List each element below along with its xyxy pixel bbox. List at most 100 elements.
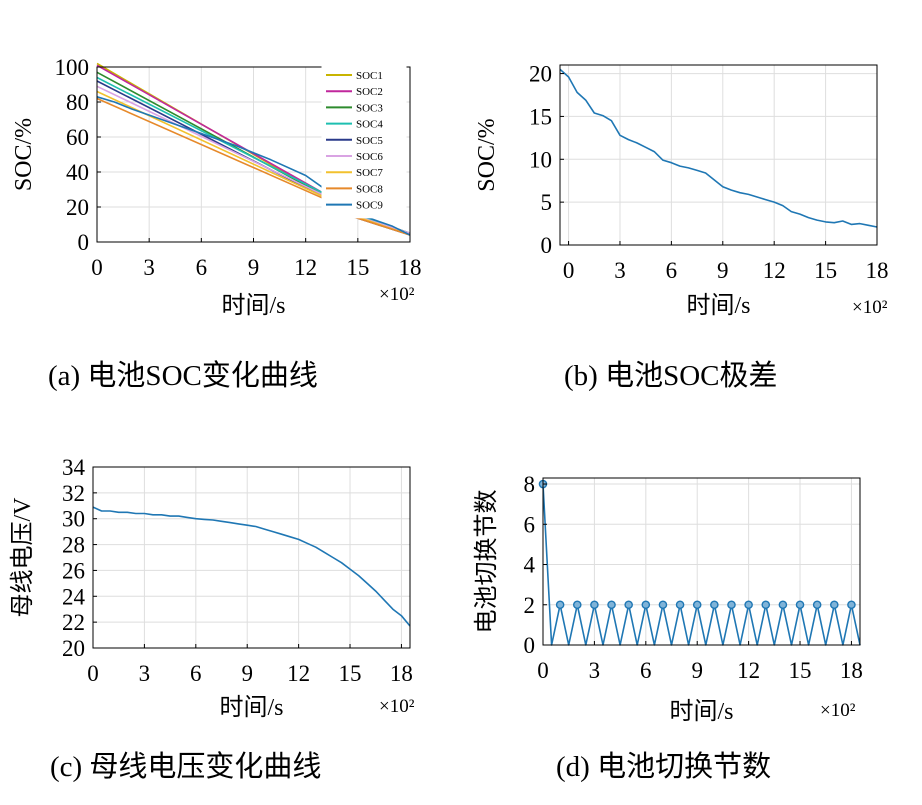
x-axis-label: 时间/s: [219, 694, 283, 721]
figure-caption: (a) 电池SOC变化曲线: [48, 359, 318, 392]
y-tick-label: 20: [66, 195, 89, 220]
x-axis-multiplier: ×10²: [379, 696, 415, 717]
x-axis-multiplier: ×10²: [379, 284, 415, 305]
x-tick-label: 18: [399, 255, 422, 280]
data-point: [744, 600, 753, 610]
x-tick-label: 18: [840, 658, 863, 683]
x-tick-label: 15: [814, 258, 837, 283]
x-tick-label: 0: [91, 255, 103, 280]
data-point: [761, 600, 771, 610]
x-tick-label: 15: [339, 661, 362, 686]
legend-entry: SOC7: [356, 167, 383, 179]
x-tick-label: 9: [248, 255, 260, 280]
x-tick-label: 3: [139, 661, 151, 686]
data-point: [778, 600, 788, 610]
x-tick-label: 12: [294, 255, 317, 280]
data-point: [675, 600, 685, 610]
y-tick-label: 15: [529, 104, 552, 129]
x-tick-label: 9: [717, 258, 729, 283]
data-point: [727, 600, 736, 610]
x-tick-label: 9: [691, 658, 703, 683]
data-point: [658, 600, 668, 610]
x-tick-label: 3: [143, 255, 155, 280]
y-axis-label: 母线电压/V: [9, 497, 36, 618]
legend-entry: SOC4: [356, 119, 383, 131]
legend: SOC1 SOC2 SOC3 SOC4 SOC5 SOC6 SOC7 SOC8 SOC9: [321, 65, 407, 219]
y-tick-label: 10: [529, 147, 552, 172]
plot-frame: [559, 64, 878, 246]
x-tick-label: 12: [287, 661, 310, 686]
legend-entry: SOC3: [356, 102, 383, 114]
data-point: [710, 600, 719, 610]
legend-entry: SOC8: [356, 183, 383, 195]
y-tick-label: 80: [66, 90, 89, 115]
legend-entry: SOC1: [356, 70, 383, 82]
x-tick-label: 6: [666, 258, 678, 283]
data-point: [829, 600, 839, 610]
x-tick-label: 6: [190, 661, 202, 686]
chart-panel-d: 0 3 6 9 12 15 18 0 2 4 6 8 时间/s 电池切换节数 ×10² (d) 电池切换节数: [473, 472, 863, 783]
x-axis-multiplier: ×10²: [820, 700, 856, 721]
y-tick-label: 0: [78, 230, 90, 255]
data-point: [847, 600, 856, 610]
x-tick-label: 9: [241, 661, 253, 686]
legend-entry: SOC2: [356, 86, 383, 98]
legend-entry: SOC5: [356, 135, 383, 147]
x-tick-label: 15: [346, 255, 369, 280]
x-tick-label: 15: [789, 658, 812, 683]
y-tick-label: 22: [62, 610, 85, 635]
series-line: [559, 68, 878, 228]
figure-caption: (b) 电池SOC极差: [564, 359, 777, 392]
chart-panel-b: 0 3 6 9 12 15 18 0 5 10 15 20 时间/s SOC/% ×10² (b) 电池SOC…: [474, 62, 889, 392]
x-axis-label: 时间/s: [221, 292, 285, 319]
y-tick-label: 0: [541, 233, 553, 258]
x-axis-label: 时间/s: [686, 292, 750, 319]
y-tick-label: 8: [524, 472, 536, 497]
legend-entry: SOC9: [356, 200, 383, 212]
y-tick-label: 60: [66, 125, 89, 150]
y-tick-label: 34: [62, 455, 86, 480]
data-point: [812, 600, 822, 610]
x-tick-label: 0: [87, 661, 99, 686]
y-tick-label: 20: [529, 62, 552, 87]
y-axis-label: SOC/%: [474, 118, 500, 191]
x-tick-label: 0: [537, 658, 549, 683]
series-line: [542, 483, 861, 646]
x-tick-label: 12: [737, 658, 760, 683]
y-tick-label: 100: [55, 55, 90, 80]
figure-caption: (c) 母线电压变化曲线: [50, 750, 321, 783]
x-tick-label: 12: [763, 258, 786, 283]
y-tick-label: 20: [62, 636, 85, 661]
x-tick-label: 18: [866, 258, 889, 283]
x-tick-label: 18: [390, 661, 413, 686]
data-point: [590, 600, 599, 610]
x-tick-label: 3: [614, 258, 626, 283]
y-tick-label: 6: [524, 512, 536, 537]
y-tick-label: 5: [541, 190, 553, 215]
data-point: [572, 600, 582, 610]
y-axis-label: SOC/%: [11, 118, 37, 191]
figure-caption: (d) 电池切换节数: [556, 750, 771, 783]
y-tick-label: 26: [62, 558, 85, 583]
y-tick-label: 24: [62, 584, 86, 609]
plot-frame: [92, 466, 411, 649]
plot-frame: [542, 477, 861, 646]
data-point: [555, 600, 565, 610]
x-axis-label: 时间/s: [669, 698, 733, 725]
y-tick-label: 30: [62, 507, 85, 532]
series-line: [92, 506, 411, 627]
data-point: [624, 600, 633, 610]
x-axis-multiplier: ×10²: [852, 297, 888, 318]
data-point: [641, 600, 651, 610]
data-point: [795, 600, 805, 610]
x-tick-label: 6: [196, 255, 208, 280]
x-tick-label: 0: [563, 258, 575, 283]
y-tick-label: 28: [62, 533, 85, 558]
y-tick-label: 4: [524, 553, 536, 578]
chart-panel-a: 0 3 6 9 12 15 18 0 20 40 60 80 100 时间/s SOC/% ×10² (a) 电…: [11, 55, 422, 392]
legend-entry: SOC6: [356, 151, 383, 163]
y-tick-label: 40: [66, 160, 89, 185]
data-point: [692, 600, 702, 610]
